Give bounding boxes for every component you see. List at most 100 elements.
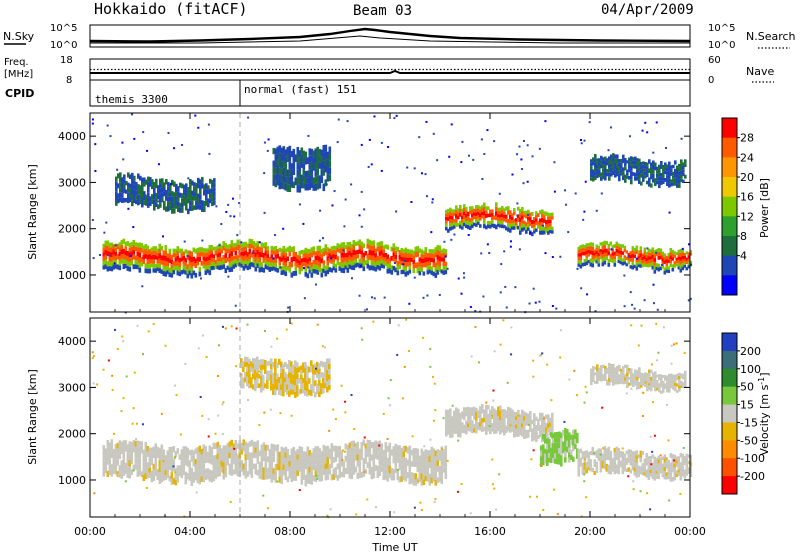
echo-cell [203,206,206,213]
echo-cell [680,380,683,384]
echo-cell [364,260,368,265]
echo-cell [160,476,164,483]
echo-scatter-dot [211,183,214,186]
echo-cell [658,164,661,169]
echo-cell [687,252,691,256]
echo-cell [654,371,657,375]
echo-cell [248,441,252,447]
echo-cell [489,220,492,225]
echo-cell [250,452,254,459]
echo-cell [126,265,130,271]
echo-cell [316,465,320,472]
echo-cell [481,215,484,219]
echo-cell [671,257,675,261]
echo-cell [290,366,293,373]
echo-cell [644,384,647,387]
echo-cell [286,176,290,185]
echo-cell [656,180,659,185]
echo-cell [674,160,677,165]
echo-cell [314,264,318,270]
echo-cell [272,179,276,186]
echo-cell [382,260,386,265]
echo-scatter-dot [285,328,288,331]
echo-cell [199,184,202,190]
echo-cell [678,183,681,188]
echo-cell [543,219,546,223]
echo-cell [338,445,342,452]
echo-cell [614,154,617,159]
echo-cell [384,253,388,258]
echo-cell [682,165,685,170]
echo-cell [602,175,605,180]
echo-cell [670,373,673,377]
echo-scatter-dot [422,296,425,299]
echo-cell [434,252,438,258]
echo-cell [632,384,635,387]
echo-cell [274,358,277,365]
echo-cell [234,263,238,268]
echo-scatter-dot [559,329,562,332]
echo-cell [587,467,591,471]
echo-cell [274,470,278,477]
echo-cell [282,379,285,386]
echo-cell [684,370,687,374]
echo-cell [590,371,593,375]
echo-cell [372,260,376,266]
echo-cell [420,267,424,273]
echo-cell [234,445,238,452]
echo-cell [657,459,661,464]
echo-scatter-dot [174,384,177,387]
echo-cell [352,250,356,256]
time-tick-label: 08:00 [274,525,306,538]
echo-scatter-dot [499,343,502,346]
echo-cell [108,261,112,267]
echo-cell [515,416,518,421]
echo-scatter-dot [472,158,475,161]
echo-cell [451,429,454,434]
echo-cell [541,217,544,223]
echo-scatter-dot [641,129,644,132]
echo-cell [224,471,228,478]
echo-cell [276,178,280,186]
echo-cell [284,257,288,263]
echo-cell [592,169,595,174]
echo-cell [242,439,246,446]
echo-cell [623,453,627,458]
echo-cell [118,440,122,447]
echo-cell [625,457,629,462]
echo-cell [280,446,284,453]
echo-cell [643,462,647,466]
echo-cell [650,183,653,188]
colorbar-swatch [722,368,737,388]
echo-cell [554,442,557,448]
echo-cell [622,366,625,370]
echo-cell [170,453,174,460]
echo-cell [655,475,659,479]
echo-cell [250,465,254,472]
echo-cell [378,470,382,477]
echo-cell [681,457,685,462]
echo-cell [564,451,567,457]
echo-cell [274,246,278,251]
echo-cell [599,460,603,465]
echo-cell [108,458,112,465]
echo-cell [258,267,262,273]
echo-cell [218,455,222,461]
echo-cell [664,166,667,171]
echo-cell [594,158,597,163]
echo-cell [134,242,138,247]
echo-scatter-dot [528,495,531,498]
echo-scatter-dot [378,444,381,447]
echo-cell [618,368,621,372]
echo-cell [416,262,420,268]
echo-scatter-dot [576,267,579,270]
echo-cell [426,471,430,477]
echo-cell [300,388,303,394]
echo-cell [550,432,553,438]
echo-cell [607,262,611,267]
echo-cell [163,200,166,206]
echo-cell [457,413,460,419]
echo-cell [288,455,292,461]
echo-cell [316,265,320,270]
echo-cell [290,163,294,170]
